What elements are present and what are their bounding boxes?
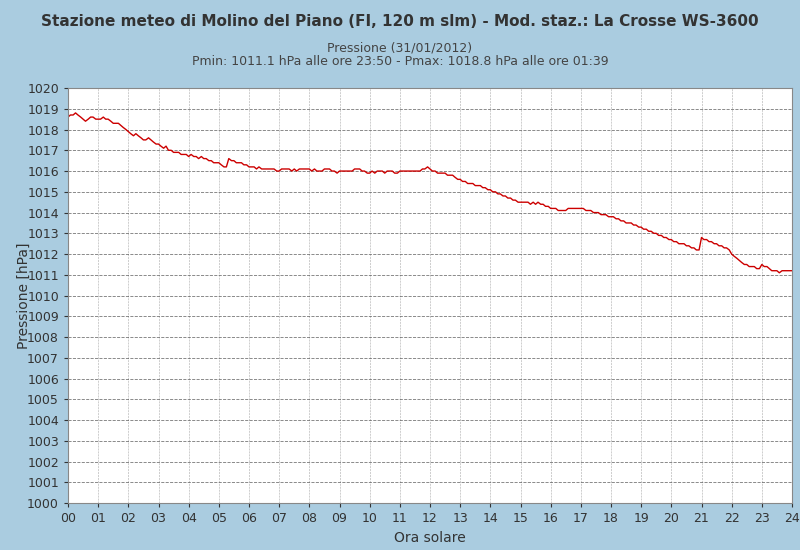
Y-axis label: Pressione [hPa]: Pressione [hPa] (18, 243, 31, 349)
Text: Stazione meteo di Molino del Piano (FI, 120 m slm) - Mod. staz.: La Crosse WS-36: Stazione meteo di Molino del Piano (FI, … (41, 14, 759, 29)
Text: Pressione (31/01/2012): Pressione (31/01/2012) (327, 41, 473, 54)
X-axis label: Ora solare: Ora solare (394, 531, 466, 545)
Text: Pmin: 1011.1 hPa alle ore 23:50 - Pmax: 1018.8 hPa alle ore 01:39: Pmin: 1011.1 hPa alle ore 23:50 - Pmax: … (192, 55, 608, 68)
